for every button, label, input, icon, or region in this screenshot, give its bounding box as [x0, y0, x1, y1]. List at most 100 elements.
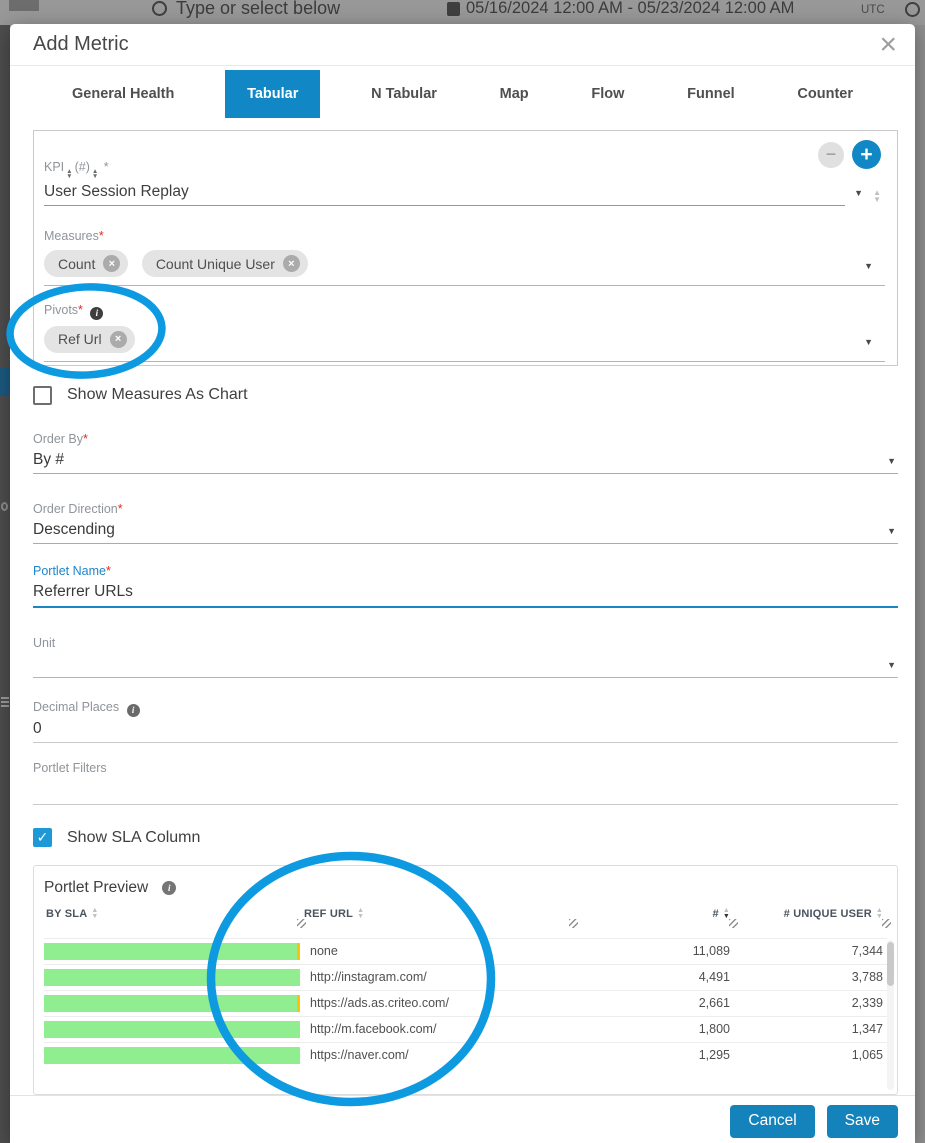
table-row: none 11,089 7,344 [44, 937, 887, 964]
portlet-filters-input[interactable] [33, 777, 898, 805]
order-by-select[interactable]: By # ▼ [33, 448, 898, 474]
pivots-field-label: Pivots* i [44, 302, 885, 320]
sort-icon[interactable]: ▲ ▼ [91, 907, 99, 920]
clock-icon [905, 2, 920, 17]
sort-icon[interactable]: ▲ ▼ [357, 907, 365, 920]
add-kpi-button[interactable]: + [852, 140, 881, 169]
unit-select[interactable]: ▼ [33, 652, 898, 678]
portlet-name-field: Portlet Name* Referrer URLs [33, 562, 898, 608]
measure-chip[interactable]: Count Unique User × [141, 250, 308, 277]
background-fragment [9, 0, 39, 11]
required-mark: * [83, 432, 88, 446]
portlet-preview-title: Portlet Preview [44, 878, 149, 896]
dialog-title: Add Metric [33, 33, 129, 55]
sort-toggle-icon[interactable]: ▲ ▼ [91, 168, 99, 180]
required-mark: * [98, 229, 104, 243]
order-direction-label: Order Direction* [33, 502, 123, 516]
info-icon[interactable]: i [126, 703, 140, 717]
sla-bar [44, 1046, 300, 1064]
sla-bar [44, 968, 300, 986]
close-icon[interactable]: × [879, 28, 897, 61]
search-icon [152, 1, 167, 16]
portlet-name-input[interactable]: Referrer URLs [33, 580, 898, 608]
dialog-header: Add Metric × [10, 24, 915, 66]
measures-select[interactable]: Count × Count Unique User × ▼ [44, 250, 885, 286]
column-resize-handle[interactable] [729, 918, 738, 928]
remove-chip-icon[interactable]: × [109, 330, 127, 348]
column-resize-handle[interactable] [569, 918, 578, 928]
tab-tabular[interactable]: Tabular [225, 70, 321, 118]
count-cell: 11,089 [692, 944, 730, 958]
decimal-places-input[interactable]: 0 [33, 717, 898, 743]
checkbox-checked[interactable]: ✓ [33, 828, 52, 847]
kpi-select[interactable]: User Session Replay ▼ ▲ ▼ [44, 181, 881, 206]
scrollbar-thumb[interactable] [887, 941, 894, 986]
chevron-down-icon[interactable]: ▼ [854, 188, 863, 198]
dialog-body: − + KPI ▲ ▼ (#) ▲ ▼ * User Session Replay ▼ ▲… [10, 130, 915, 1095]
info-icon[interactable]: i [162, 880, 177, 895]
add-metric-dialog: Add Metric × General Health Tabular N Ta… [10, 24, 915, 1143]
portlet-preview-panel: Portlet Preview i BY SLA ▲ ▼ REF URL ▲ ▼ #… [33, 864, 898, 1095]
count-cell: 2,661 [698, 996, 730, 1010]
show-sla-column-checkbox-row[interactable]: ✓ Show SLA Column [33, 827, 898, 849]
order-by-field: Order By* By # ▼ [33, 430, 898, 474]
dimmed-sidebar [0, 25, 10, 1143]
tab-funnel[interactable]: Funnel [687, 86, 735, 102]
ref-url-cell: http://m.facebook.com/ [310, 1022, 437, 1036]
preview-table-header: BY SLA ▲ ▼ REF URL ▲ ▼ # ▲ ▼ # UNIQUE USER … [44, 906, 891, 938]
column-header-by-sla[interactable]: BY SLA ▲ ▼ [44, 906, 306, 928]
sort-icon[interactable]: ▲ ▼ [875, 907, 883, 920]
count-cell: 1,295 [698, 1048, 730, 1062]
column-resize-handle[interactable] [297, 918, 306, 928]
chevron-down-icon[interactable]: ▼ [887, 660, 896, 670]
tab-n-tabular[interactable]: N Tabular [371, 86, 437, 102]
column-header-count[interactable]: # ▲ ▼ [574, 906, 738, 928]
kpi-field-label: KPI ▲ ▼ (#) ▲ ▼ * [44, 160, 109, 180]
sidebar-icon-fragment [1, 697, 9, 699]
dimmed-background-right [915, 25, 925, 1143]
remove-kpi-button[interactable]: − [818, 141, 844, 168]
required-mark: * [117, 502, 123, 516]
portlet-filters-field: Portlet Filters [33, 759, 898, 805]
show-measures-as-chart-checkbox-row[interactable]: Show Measures As Chart [33, 384, 898, 406]
remove-chip-icon[interactable]: × [103, 255, 121, 272]
tab-flow[interactable]: Flow [591, 86, 625, 102]
measure-chip[interactable]: Count × [44, 250, 129, 277]
count-cell: 4,491 [698, 970, 730, 984]
column-resize-handle[interactable] [882, 918, 891, 928]
sort-icon-descending-active[interactable]: ▲ ▼ [722, 907, 730, 920]
kpi-select-value: User Session Replay [44, 183, 189, 200]
unique-user-cell: 3,788 [851, 970, 883, 984]
unit-field: Unit ▼ [33, 634, 898, 678]
info-icon[interactable]: i [90, 306, 104, 320]
background-date-range: 05/16/2024 12:00 AM - 05/23/2024 12:00 A… [466, 0, 795, 17]
checkbox-unchecked[interactable] [33, 385, 52, 405]
chevron-down-icon[interactable]: ▼ [887, 456, 896, 466]
remove-chip-icon[interactable]: × [282, 255, 300, 272]
kpi-group-actions: − + [818, 140, 881, 169]
pivots-select[interactable]: Ref Url × ▼ [44, 325, 885, 362]
order-direction-select[interactable]: Descending ▼ [33, 518, 898, 544]
ref-url-cell: https://naver.com/ [310, 1048, 409, 1062]
tab-map[interactable]: Map [499, 86, 529, 102]
sla-bar [44, 942, 300, 960]
chevron-down-icon[interactable]: ▼ [864, 336, 873, 347]
chevron-down-icon[interactable]: ▼ [887, 526, 896, 536]
stepper-icon[interactable]: ▲ ▼ [873, 188, 881, 204]
cancel-button[interactable]: Cancel [730, 1104, 815, 1138]
scrollbar-track[interactable] [887, 939, 894, 1090]
timezone-label: UTC [861, 4, 885, 16]
background-search-placeholder: Type or select below [176, 0, 341, 18]
column-header-ref-url[interactable]: REF URL ▲ ▼ [302, 906, 578, 928]
chevron-down-icon[interactable]: ▼ [864, 261, 873, 271]
table-row: https://naver.com/ 1,295 1,065 [44, 1041, 887, 1068]
sort-toggle-icon[interactable]: ▲ ▼ [66, 168, 73, 180]
table-row: http://m.facebook.com/ 1,800 1,347 [44, 1015, 887, 1042]
column-header-unique-user[interactable]: # UNIQUE USER ▲ ▼ [734, 906, 891, 928]
tab-general-health[interactable]: General Health [72, 86, 175, 102]
sidebar-active-item-fragment [0, 368, 10, 396]
pivot-chip[interactable]: Ref Url × [44, 325, 135, 353]
tab-counter[interactable]: Counter [797, 86, 853, 102]
save-button[interactable]: Save [826, 1104, 898, 1138]
kpi-group-box: − + KPI ▲ ▼ (#) ▲ ▼ * User Session Replay ▼ ▲… [33, 130, 898, 366]
